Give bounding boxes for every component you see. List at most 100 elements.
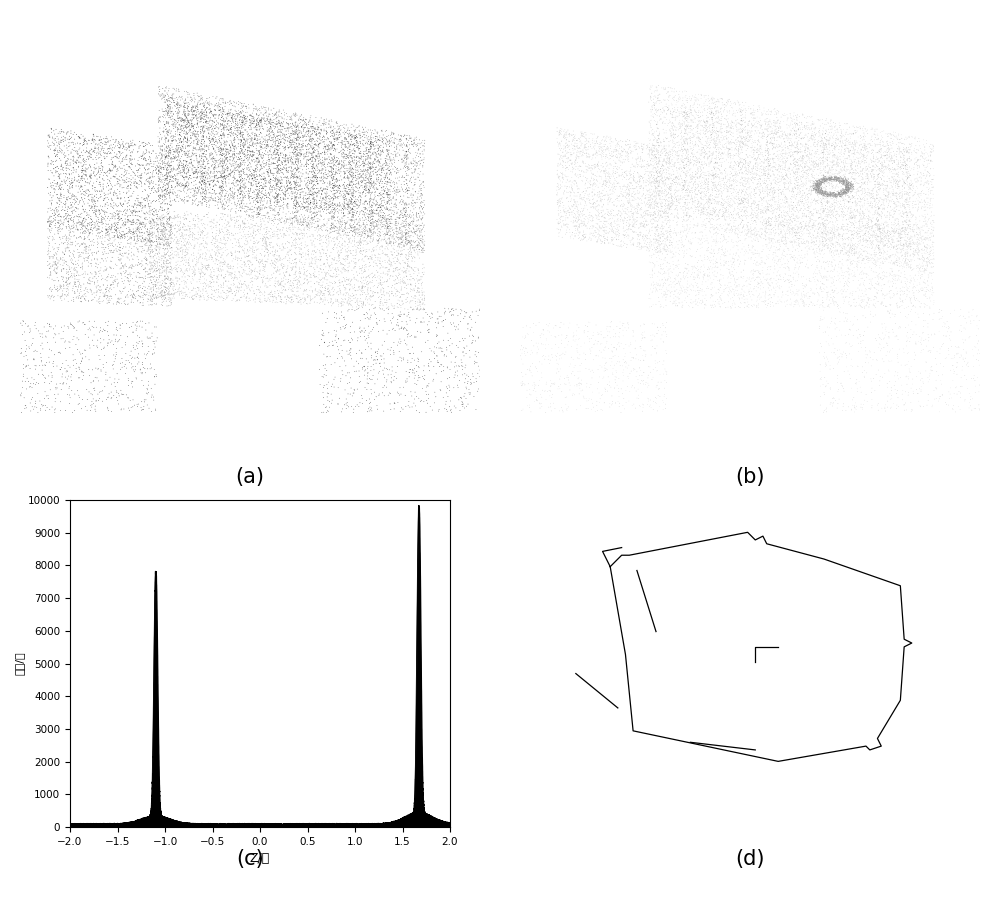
Point	[158, 182, 174, 196]
Point	[121, 253, 137, 267]
Point	[162, 216, 178, 231]
Point	[695, 201, 711, 215]
Point	[625, 219, 641, 234]
Point	[779, 151, 795, 165]
Point	[187, 108, 203, 123]
Point	[644, 167, 660, 182]
Point	[259, 194, 275, 208]
Point	[643, 207, 659, 222]
Point	[790, 238, 806, 253]
Point	[154, 147, 170, 162]
Point	[252, 295, 268, 309]
Point	[690, 164, 706, 178]
Point	[191, 275, 207, 289]
Point	[453, 315, 469, 329]
Point	[364, 137, 380, 152]
Point	[283, 213, 299, 227]
Point	[267, 289, 283, 304]
Point	[619, 210, 635, 225]
Point	[224, 266, 240, 281]
Point	[877, 239, 893, 254]
Point	[132, 280, 148, 295]
Point	[901, 233, 917, 247]
Point	[78, 157, 94, 172]
Point	[239, 161, 255, 175]
Point	[151, 177, 167, 192]
Point	[364, 159, 380, 174]
Point	[246, 184, 262, 198]
Point	[86, 270, 102, 285]
Point	[812, 119, 828, 134]
Point	[761, 155, 777, 169]
Point	[734, 185, 750, 200]
Point	[653, 145, 669, 160]
Point	[242, 113, 258, 127]
Point	[688, 284, 704, 298]
Point	[111, 386, 127, 401]
Point	[273, 130, 289, 145]
Point	[906, 279, 922, 294]
Point	[162, 248, 178, 263]
Point	[225, 145, 241, 159]
Point	[598, 147, 614, 162]
Point	[791, 194, 807, 208]
Point	[614, 172, 630, 186]
Point	[292, 199, 308, 214]
Point	[922, 181, 938, 195]
Point	[157, 92, 173, 106]
Point	[250, 187, 266, 202]
Point	[877, 215, 893, 229]
Point	[260, 249, 276, 264]
Point	[841, 181, 857, 195]
Point	[897, 255, 913, 270]
Point	[298, 118, 314, 133]
Point	[416, 193, 432, 207]
Point	[860, 251, 876, 265]
Point	[821, 187, 837, 202]
Point	[895, 136, 911, 151]
Point	[705, 221, 721, 235]
Point	[889, 166, 905, 181]
Point	[399, 138, 415, 153]
Point	[348, 156, 364, 171]
Point	[239, 110, 255, 125]
Point	[324, 135, 340, 150]
Point	[413, 153, 429, 167]
Point	[654, 229, 670, 244]
Point	[848, 399, 864, 414]
Point	[864, 278, 880, 293]
Point	[229, 261, 245, 275]
Point	[697, 145, 713, 160]
Point	[244, 257, 260, 272]
Point	[379, 260, 395, 275]
Point	[589, 235, 605, 249]
Point	[411, 276, 427, 291]
Point	[884, 151, 900, 165]
Point	[785, 184, 801, 198]
Point	[895, 236, 911, 251]
Point	[608, 226, 624, 241]
Point	[574, 377, 590, 392]
Point	[231, 270, 247, 285]
Point	[323, 216, 339, 231]
Point	[257, 179, 273, 194]
Point	[298, 178, 314, 193]
Point	[219, 150, 235, 165]
Point	[887, 186, 903, 201]
Point	[52, 363, 68, 377]
Point	[107, 159, 123, 174]
Point	[296, 284, 312, 298]
Point	[731, 207, 747, 222]
Point	[619, 192, 635, 206]
Point	[291, 191, 307, 205]
Point	[257, 171, 273, 185]
Point	[84, 266, 100, 281]
Point	[399, 374, 415, 388]
Point	[820, 195, 836, 209]
Point	[764, 283, 780, 297]
Point	[788, 229, 804, 244]
Point	[833, 175, 849, 189]
Point	[90, 226, 106, 241]
Point	[143, 274, 159, 288]
Point	[395, 194, 411, 208]
